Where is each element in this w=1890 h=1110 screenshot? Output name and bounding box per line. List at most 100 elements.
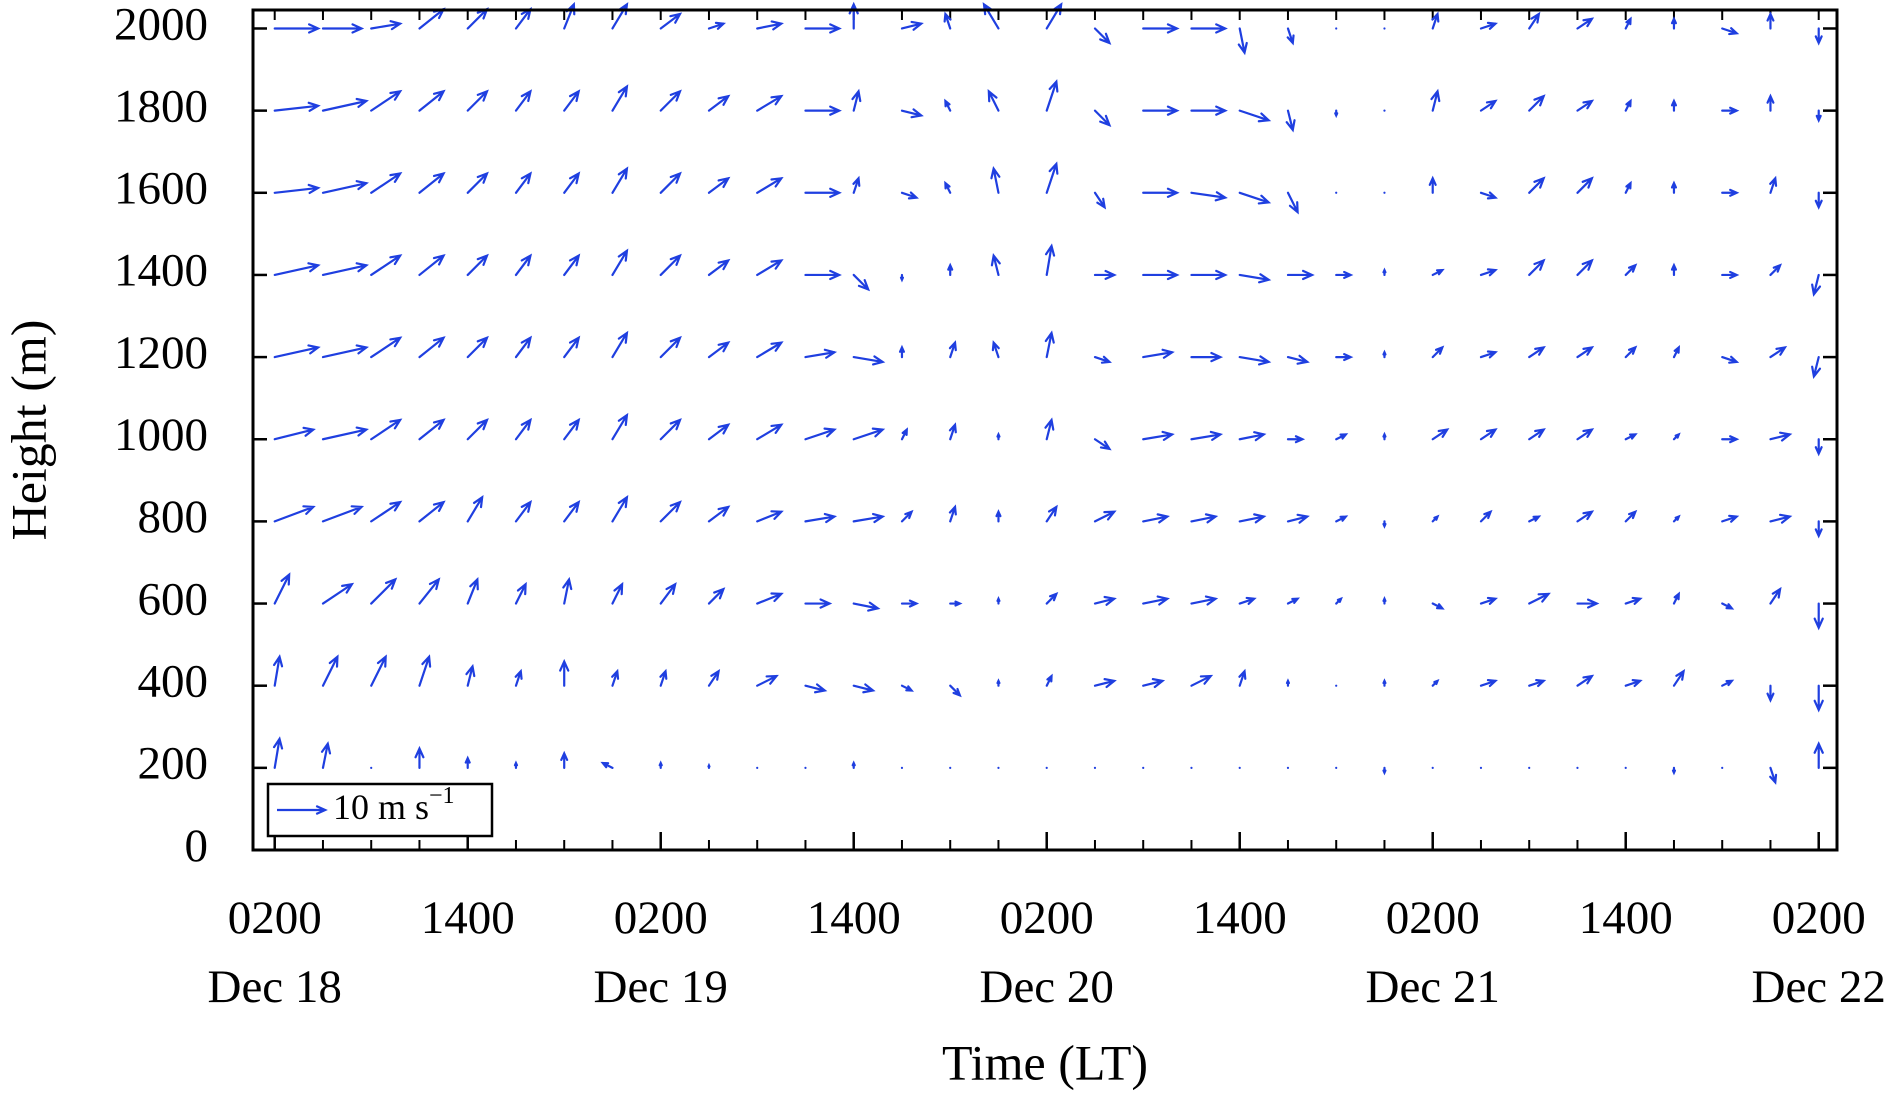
wind-vector (1624, 180, 1632, 194)
wind-vector (1286, 597, 1300, 605)
wind-vector (991, 340, 1000, 359)
wind-vector (900, 509, 914, 523)
wind-vector (1190, 595, 1219, 606)
wind-vector (659, 253, 682, 277)
wind-vector (611, 248, 629, 277)
wind-vector (563, 253, 581, 277)
wind-vector (707, 762, 711, 769)
wind-vector (1814, 520, 1823, 539)
date-label: Dec 21 (1366, 961, 1500, 1013)
x-tick-label: 0200 (1772, 892, 1866, 944)
wind-vector (1430, 88, 1441, 112)
wind-vector (1190, 674, 1214, 687)
wind-vector (851, 88, 862, 112)
wind-vector (1479, 428, 1498, 441)
wind-vector (1428, 175, 1437, 194)
wind-vector (1045, 504, 1058, 523)
wind-vector (1670, 98, 1678, 112)
wind-vector (1721, 188, 1740, 197)
wind-vector (466, 171, 489, 194)
wind-vector (1093, 595, 1117, 606)
wind-vector (466, 253, 489, 277)
wind-vector (707, 94, 731, 112)
wind-vector (944, 180, 952, 194)
wind-vector (707, 341, 731, 359)
x-tick-label: 1400 (1579, 892, 1673, 944)
wind-vector (900, 599, 920, 608)
wind-vector (900, 20, 924, 31)
wind-vector (370, 254, 403, 277)
wind-vector (804, 105, 842, 116)
wind-vector (1286, 513, 1310, 524)
vectors (272, 1, 1824, 785)
wind-vector (1624, 433, 1638, 441)
wind-vector (659, 171, 682, 194)
wind-vector (1335, 353, 1354, 362)
wind-vector (943, 11, 952, 30)
wind-vector (1721, 514, 1740, 523)
plot-frame (251, 8, 1839, 852)
wind-vector (1721, 355, 1740, 364)
wind-vector (418, 654, 432, 687)
wind-vector (947, 262, 954, 277)
x-tick-label: 1400 (807, 892, 901, 944)
wind-vector (852, 683, 876, 694)
wind-vector (1528, 515, 1542, 523)
wind-vector (273, 426, 316, 441)
wind-vector (1721, 435, 1740, 444)
wind-vector (659, 12, 683, 30)
wind-vector (1093, 355, 1112, 364)
wind-vector (852, 175, 861, 194)
wind-vector (1576, 345, 1595, 359)
wind-vector (1093, 510, 1117, 523)
wind-vector (1769, 766, 1778, 785)
wind-vector (804, 598, 833, 609)
wind-vector (514, 581, 527, 605)
y-tick-label: 1400 (114, 245, 208, 297)
wind-vector (370, 172, 403, 194)
wind-vector (804, 512, 838, 524)
wind-vector (756, 423, 784, 441)
wind-vector (1528, 11, 1541, 30)
wind-vector (1671, 766, 1677, 776)
wind-vector (707, 423, 731, 441)
wind-vector (948, 422, 957, 441)
date-label: Dec 18 (208, 961, 342, 1013)
wind-vector (563, 1, 576, 30)
wind-vector (1335, 433, 1349, 441)
wind-vector (563, 171, 581, 194)
wind-vector (1811, 273, 1822, 297)
wind-vector (852, 512, 886, 524)
wind-vector (563, 417, 581, 441)
wind-vector (1286, 191, 1299, 215)
y-tick-label: 2000 (114, 0, 208, 50)
wind-vector (514, 171, 533, 194)
wind-vector (756, 341, 784, 359)
wind-vector (1190, 430, 1224, 441)
wind-vector (321, 582, 355, 605)
wind-vector (1382, 678, 1387, 687)
wind-vector (1576, 674, 1595, 687)
wind-vector (611, 84, 629, 112)
wind-vector (1045, 79, 1059, 112)
wind-vector (1576, 99, 1595, 112)
wind-vector (948, 340, 957, 359)
wind-vector (707, 669, 721, 687)
wind-vector (1670, 180, 1678, 194)
wind-vector (1335, 270, 1354, 279)
wind-vector (756, 259, 784, 277)
wind-vector (1479, 191, 1498, 200)
wind-vector (514, 668, 523, 687)
wind-vector (418, 253, 446, 277)
wind-vector (899, 273, 905, 283)
wind-vector (1045, 592, 1059, 605)
wind-vector (273, 183, 321, 195)
wind-vector (273, 23, 321, 34)
date-label: Dec 19 (594, 961, 728, 1013)
wind-vector (1672, 591, 1680, 605)
wind-vector (1479, 679, 1498, 688)
wind-vector (1721, 602, 1735, 610)
wind-vector (321, 262, 369, 277)
wind-vector (1576, 598, 1600, 609)
y-tick-label: 1600 (114, 163, 208, 215)
